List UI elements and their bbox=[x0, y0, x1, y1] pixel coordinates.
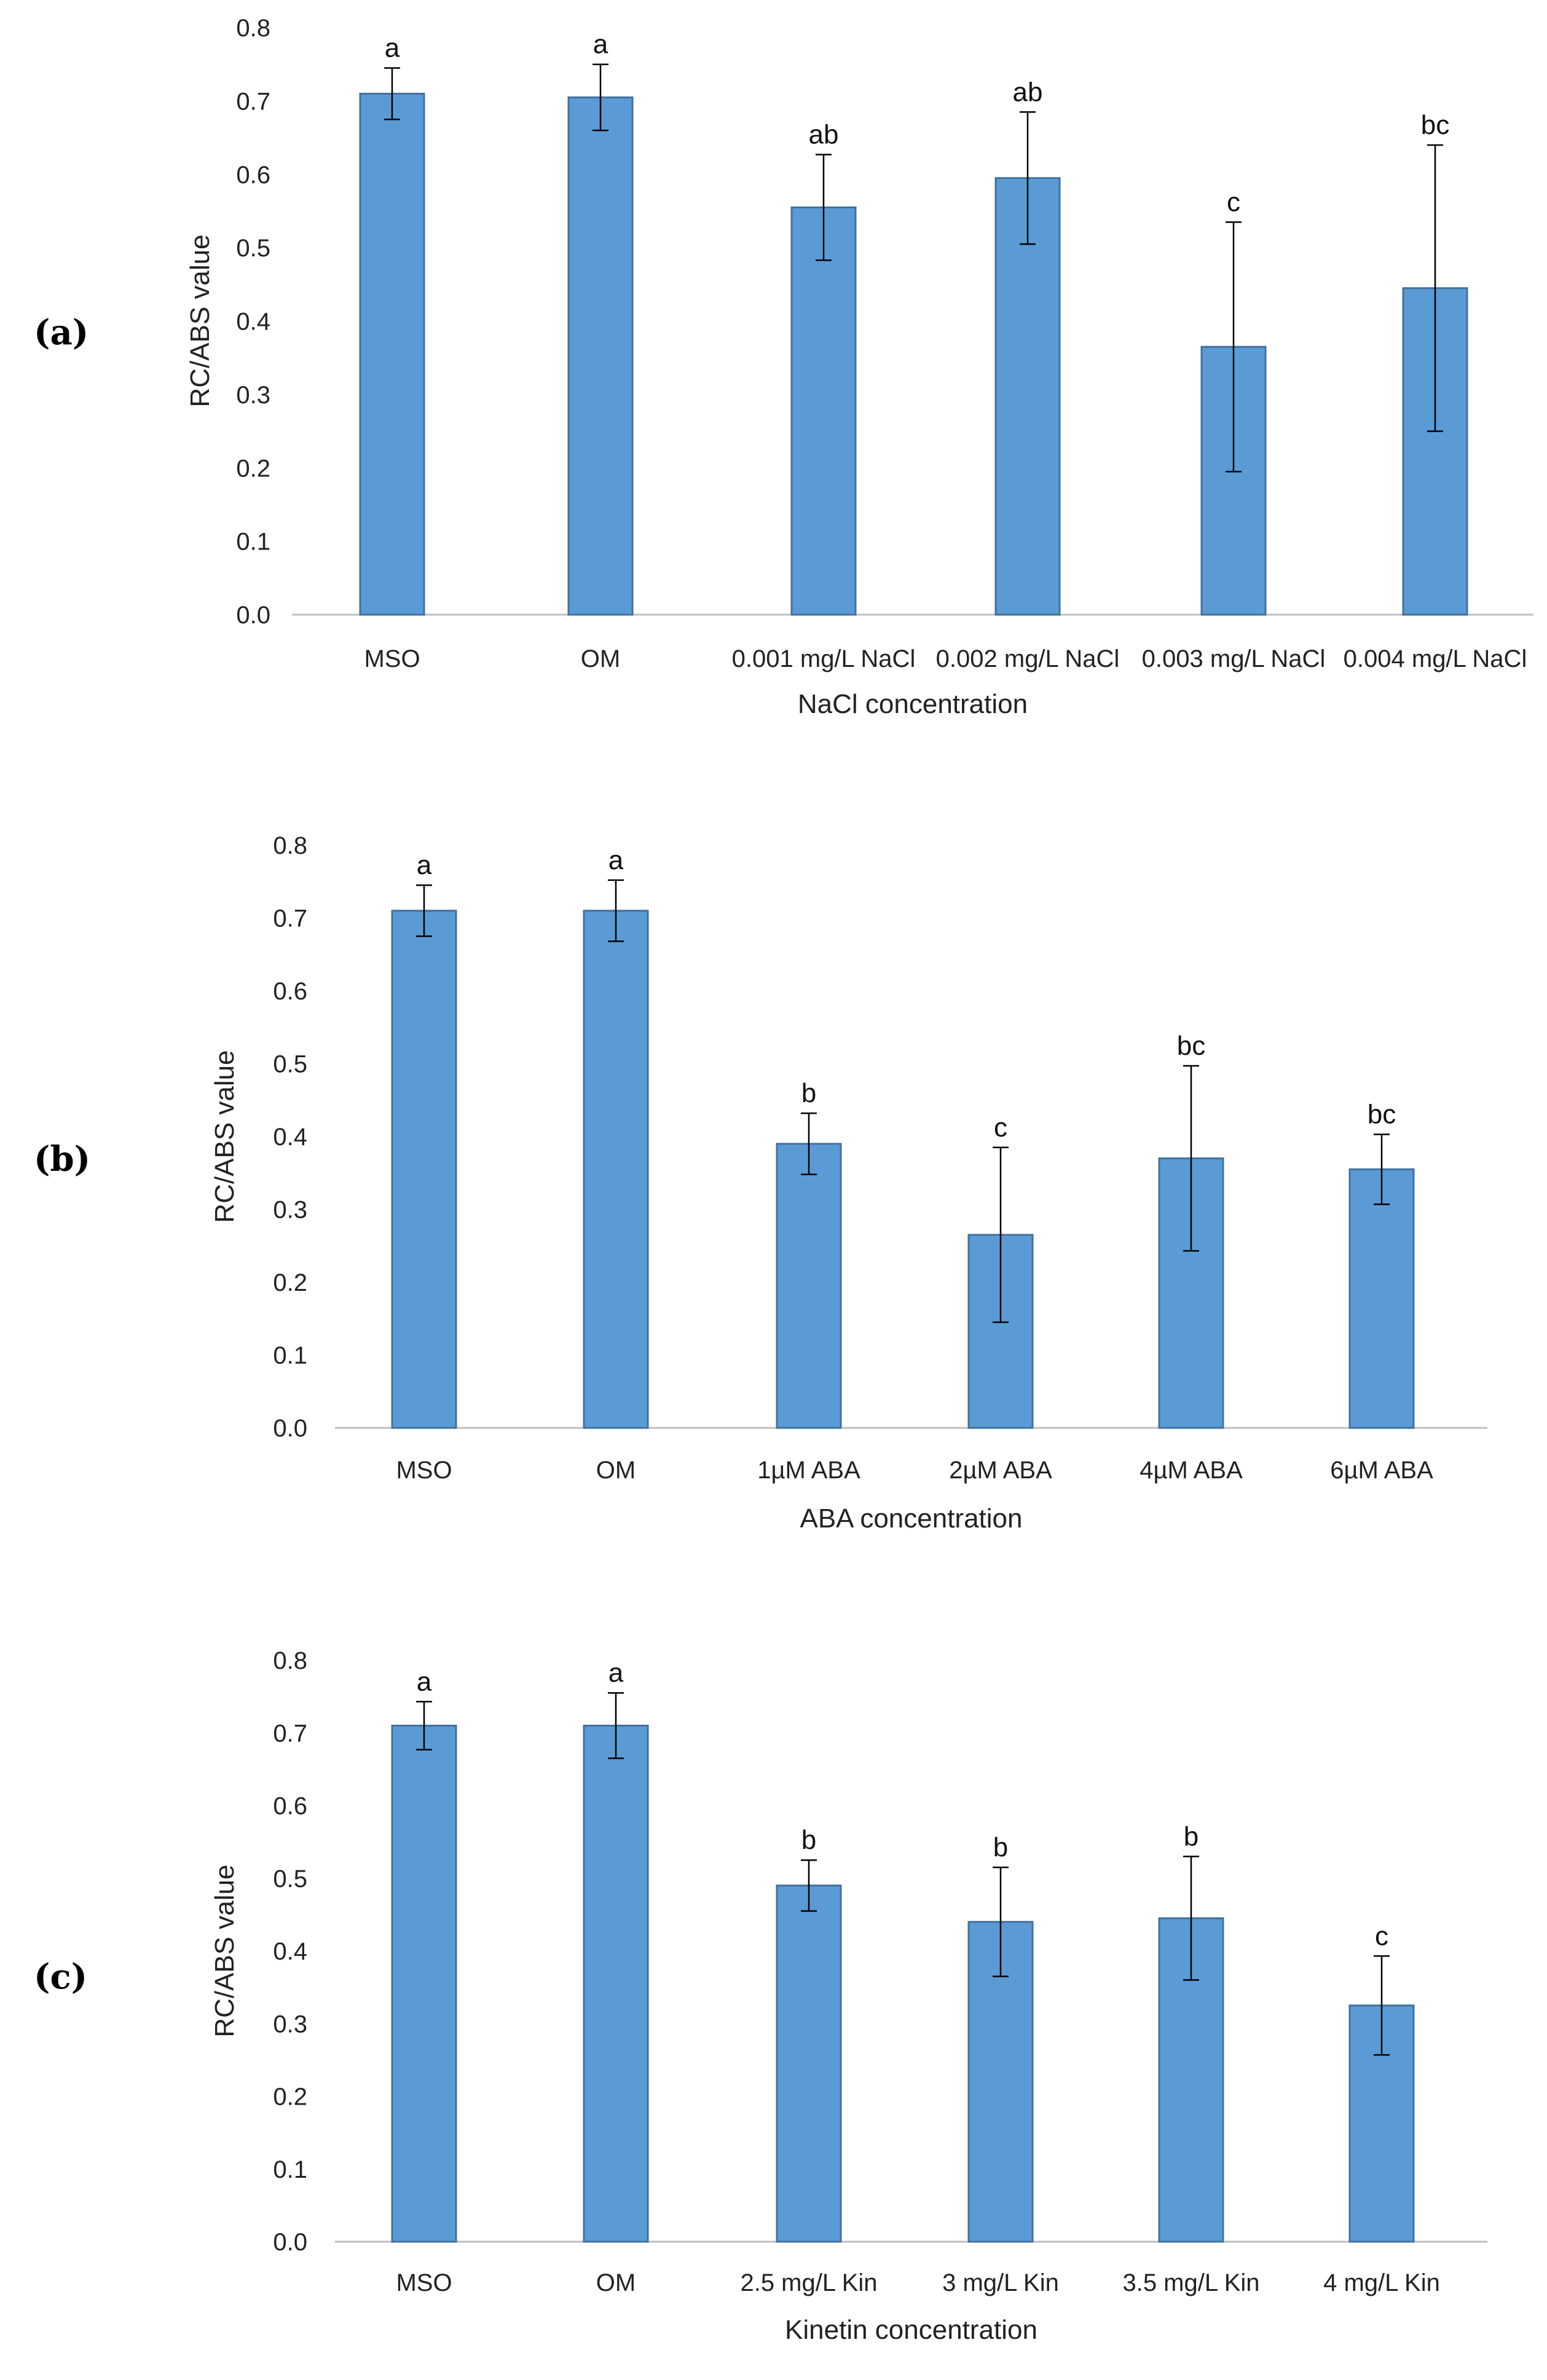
y-tick-label: 0.7 bbox=[236, 88, 270, 115]
significance-label: bc bbox=[1177, 1031, 1205, 1061]
x-axis-title: Kinetin concentration bbox=[785, 2315, 1037, 2345]
y-tick-label: 0.2 bbox=[236, 455, 270, 482]
x-category-label: 3 mg/L Kin bbox=[942, 2269, 1059, 2296]
bar bbox=[790, 206, 857, 616]
x-category-label: 6µM ABA bbox=[1330, 1457, 1433, 1484]
x-category-label: MSO bbox=[396, 1457, 452, 1484]
y-tick-label: 0.8 bbox=[236, 15, 270, 42]
significance-label: a bbox=[608, 845, 624, 875]
y-tick-label: 0.5 bbox=[236, 235, 270, 262]
panel-label: (b) bbox=[34, 1139, 90, 1180]
significance-label: b bbox=[1184, 1821, 1199, 1851]
y-tick-label: 0.0 bbox=[273, 2229, 307, 2256]
significance-label: ab bbox=[1013, 77, 1043, 107]
significance-label: bc bbox=[1421, 110, 1449, 140]
significance-label: a bbox=[417, 1666, 432, 1696]
y-tick-label: 0.7 bbox=[273, 905, 307, 932]
x-category-label: 4µM ABA bbox=[1140, 1457, 1243, 1484]
bar bbox=[776, 1885, 842, 2243]
y-tick-label: 0.0 bbox=[273, 1415, 307, 1442]
significance-label: c bbox=[1375, 1921, 1388, 1951]
x-category-label: 0.004 mg/L NaCl bbox=[1344, 645, 1527, 672]
bar bbox=[359, 92, 425, 616]
y-tick-label: 0.6 bbox=[273, 1793, 307, 1820]
bar bbox=[391, 1724, 457, 2243]
y-tick-label: 0.6 bbox=[273, 978, 307, 1005]
significance-label: a bbox=[608, 1658, 624, 1688]
x-category-label: OM bbox=[596, 2269, 636, 2296]
x-category-label: 3.5 mg/L Kin bbox=[1122, 2269, 1259, 2296]
significance-label: ab bbox=[809, 120, 839, 150]
y-axis-title: RC/ABS value bbox=[210, 1050, 240, 1223]
significance-label: a bbox=[385, 33, 400, 63]
y-tick-label: 0.4 bbox=[236, 309, 270, 336]
chart-panel-1: (b) RC/ABS value 0.0 0.1 0.2 0.3 0.4 0.5 0.6 0.7 0… bbox=[34, 832, 1487, 1534]
y-tick-label: 0.8 bbox=[273, 1647, 307, 1674]
x-category-label: 0.002 mg/L NaCl bbox=[936, 645, 1120, 672]
x-category-label: 1µM ABA bbox=[757, 1457, 860, 1484]
y-tick-label: 0.3 bbox=[273, 2011, 307, 2038]
x-category-label: MSO bbox=[396, 2269, 452, 2296]
y-axis-title: RC/ABS value bbox=[210, 1864, 240, 2037]
y-tick-label: 0.7 bbox=[273, 1720, 307, 1747]
x-category-label: 0.003 mg/L NaCl bbox=[1142, 645, 1326, 672]
bar bbox=[1200, 345, 1267, 616]
significance-label: b bbox=[801, 1078, 816, 1108]
bar bbox=[1402, 287, 1468, 616]
bar bbox=[391, 910, 457, 1429]
y-axis-title: RC/ABS value bbox=[185, 234, 215, 407]
y-tick-label: 0.3 bbox=[273, 1197, 307, 1224]
bar bbox=[567, 96, 634, 616]
x-axis-title: NaCl concentration bbox=[798, 689, 1028, 719]
x-category-label: 2.5 mg/L Kin bbox=[740, 2269, 877, 2296]
x-category-label: 0.001 mg/L NaCl bbox=[732, 645, 916, 672]
y-tick-label: 0.2 bbox=[273, 2084, 307, 2111]
x-category-label: MSO bbox=[364, 645, 420, 672]
bar bbox=[1348, 2004, 1415, 2243]
bar bbox=[583, 1724, 649, 2243]
y-tick-label: 0.6 bbox=[236, 162, 270, 189]
bar bbox=[1348, 1168, 1415, 1429]
bar bbox=[776, 1143, 842, 1429]
significance-label: c bbox=[1227, 187, 1240, 217]
significance-label: b bbox=[801, 1825, 816, 1855]
y-tick-label: 0.1 bbox=[236, 529, 270, 556]
significance-label: a bbox=[417, 850, 432, 880]
bar bbox=[583, 910, 649, 1429]
y-tick-label: 0.2 bbox=[273, 1269, 307, 1296]
y-tick-label: 0.5 bbox=[273, 1051, 307, 1078]
significance-label: b bbox=[993, 1832, 1008, 1862]
y-tick-label: 0.8 bbox=[273, 832, 307, 859]
panel-label: (a) bbox=[34, 312, 89, 353]
y-tick-label: 0.1 bbox=[273, 2156, 307, 2183]
significance-label: c bbox=[994, 1113, 1007, 1143]
y-tick-label: 0.1 bbox=[273, 1342, 307, 1369]
x-category-label: OM bbox=[596, 1457, 636, 1484]
y-tick-label: 0.5 bbox=[273, 1866, 307, 1893]
x-category-label: 2µM ABA bbox=[949, 1457, 1052, 1484]
x-category-label: 4 mg/L Kin bbox=[1323, 2269, 1440, 2296]
y-tick-label: 0.3 bbox=[236, 382, 270, 409]
panel-label: (c) bbox=[34, 1956, 87, 1997]
x-category-label: OM bbox=[581, 645, 620, 672]
chart-panel-2: (c) RC/ABS value 0.0 0.1 0.2 0.3 0.4 0.5 0.6 0.7 0… bbox=[34, 1647, 1487, 2345]
x-axis-title: ABA concentration bbox=[800, 1503, 1022, 1534]
y-tick-label: 0.0 bbox=[236, 602, 270, 629]
significance-label: bc bbox=[1368, 1099, 1396, 1129]
chart-panel-0: (a) RC/ABS value 0.0 0.1 0.2 0.3 0.4 0.5 0.6 0.7 0… bbox=[34, 15, 1533, 719]
significance-label: a bbox=[593, 30, 608, 60]
y-tick-label: 0.4 bbox=[273, 1124, 307, 1151]
y-tick-label: 0.4 bbox=[273, 1938, 307, 1965]
